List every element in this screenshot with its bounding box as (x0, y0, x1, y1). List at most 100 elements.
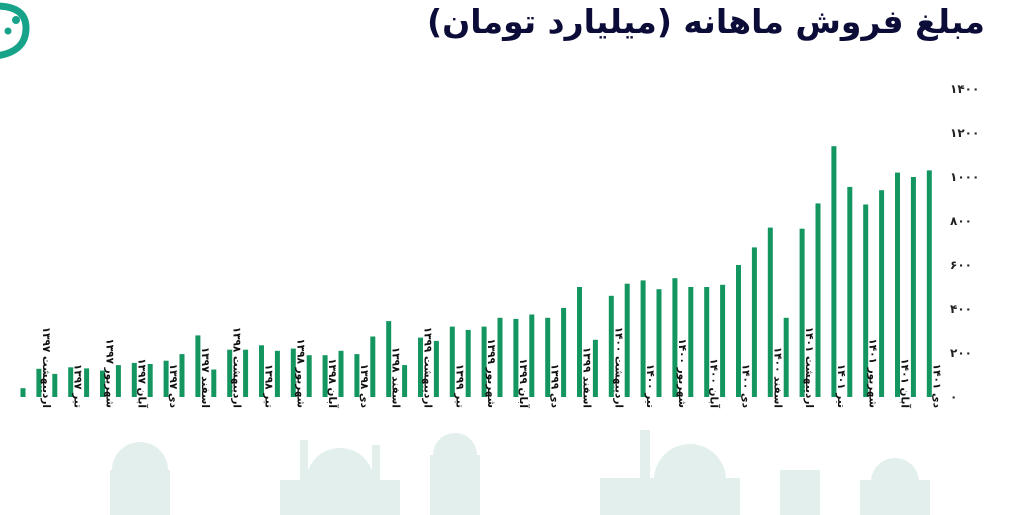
bar (290, 348, 296, 397)
bar (513, 318, 519, 397)
x-tick-label: تیر ۱۳۹۹ (453, 364, 465, 408)
bar (306, 355, 312, 397)
x-tick-label: دی ۱۳۹۸ (358, 364, 370, 409)
x-tick-label: دی ۱۴۰۱ (930, 364, 942, 409)
bar (863, 204, 869, 397)
y-tick-label: ۶۰۰ (950, 258, 972, 272)
bar (672, 278, 678, 397)
bar (624, 283, 630, 397)
x-tick-label: دی ۱۴۰۰ (740, 364, 752, 409)
bar (592, 339, 598, 397)
bar (465, 329, 471, 397)
x-tick-label: تیر ۱۳۹۸ (263, 364, 275, 408)
x-tick-label: تیر ۱۳۹۷ (72, 364, 84, 408)
bar (338, 350, 344, 397)
bar (211, 369, 217, 397)
x-tick-label: اسفند ۱۴۰۰ (771, 347, 783, 408)
bar (783, 317, 789, 397)
bar (354, 354, 360, 397)
y-tick-label: ۱۰۰۰ (950, 170, 979, 184)
bar (195, 335, 201, 397)
bar (688, 287, 694, 397)
y-tick-label: ۱۲۰۰ (950, 126, 979, 140)
bar (274, 350, 280, 397)
bar (799, 228, 805, 397)
bar (418, 337, 423, 397)
bar (20, 388, 26, 397)
bar (910, 177, 916, 397)
bar (545, 317, 551, 397)
bar (259, 345, 264, 397)
bar (179, 354, 185, 397)
bar (847, 186, 853, 397)
bar (608, 295, 614, 397)
bar (402, 365, 408, 397)
bar (433, 340, 439, 397)
bar (879, 190, 885, 397)
y-tick-label: ۰ (950, 390, 957, 404)
x-tick-label: شهریور ۱۳۹۷ (104, 338, 116, 408)
x-tick-label: تیر ۱۴۰۱ (835, 364, 847, 408)
bar (831, 146, 837, 397)
x-tick-label: اسفند ۱۳۹۸ (390, 347, 402, 408)
bar (767, 227, 773, 397)
x-tick-label: اردیبهشت ۱۳۹۸ (231, 327, 243, 408)
y-tick-label: ۴۰۰ (950, 302, 972, 316)
y-tick-label: ۲۰۰ (950, 346, 972, 360)
bar (736, 265, 741, 397)
x-tick-label: تیر ۱۴۰۰ (644, 364, 656, 408)
x-tick-label: آبان ۱۴۰۰ (708, 358, 721, 408)
bar (227, 349, 233, 397)
x-tick-label: اردیبهشت ۱۳۹۷ (40, 327, 52, 408)
x-tick-label: اردیبهشت ۱۴۰۱ (803, 327, 815, 408)
bar (751, 247, 757, 397)
bar (704, 287, 710, 397)
x-tick-label: شهریور ۱۴۰۰ (676, 338, 688, 408)
bar (322, 355, 328, 397)
x-tick-label: آبان ۱۳۹۹ (517, 358, 530, 408)
y-axis-ticks: ۰ ۲۰۰ ۴۰۰ ۶۰۰ ۸۰۰ ۱۰۰۰ ۱۲۰۰ ۱۴۰۰ (950, 82, 979, 404)
bar (131, 362, 137, 397)
x-tick-label: اسفند ۱۳۹۷ (199, 347, 211, 408)
bar (577, 287, 582, 397)
bar (36, 368, 42, 397)
bar (370, 336, 376, 397)
company-logo (0, 2, 30, 59)
bar (84, 368, 90, 397)
x-tick-label: آبان ۱۳۹۸ (326, 358, 339, 408)
x-tick-label: دی ۱۳۹۹ (549, 364, 561, 409)
bar (926, 170, 932, 397)
bar (529, 314, 535, 397)
bar (481, 326, 487, 397)
bar (100, 370, 105, 397)
x-tick-label: آبان ۱۴۰۱ (899, 358, 912, 408)
x-tick-label: اردیبهشت ۱۳۹۹ (422, 327, 434, 408)
x-tick-label: آبان ۱۳۹۷ (135, 358, 148, 408)
bar (895, 172, 900, 397)
x-axis-ticks: اردیبهشت ۱۳۹۷ تیر ۱۳۹۷ شهریور ۱۳۹۷ آبان ۱۳۹… (40, 327, 942, 409)
bar (115, 365, 121, 397)
bar (561, 307, 567, 397)
x-tick-label: شهریور ۱۴۰۱ (867, 338, 879, 408)
x-tick-label: اردیبهشت ۱۴۰۰ (612, 327, 624, 408)
x-tick-label: شهریور ۱۳۹۸ (294, 338, 306, 408)
x-tick-label: شهریور ۱۳۹۹ (485, 338, 497, 408)
bar (163, 360, 169, 397)
bar (497, 317, 503, 397)
bar (52, 373, 58, 397)
bar (720, 284, 726, 397)
y-tick-label: ۱۴۰۰ (950, 82, 979, 96)
bar (147, 364, 153, 397)
bar (386, 321, 392, 397)
x-tick-label: دی ۱۳۹۷ (167, 364, 179, 409)
x-tick-label: اسفند ۱۳۹۹ (581, 347, 593, 408)
bar (656, 289, 662, 397)
bar (815, 203, 821, 397)
bar (449, 326, 455, 397)
bar (640, 280, 646, 397)
chart-title: مبلغ فروش ماهانه (میلیارد تومان) (427, 2, 985, 41)
y-tick-label: ۸۰۰ (950, 214, 972, 228)
bar (243, 349, 249, 397)
